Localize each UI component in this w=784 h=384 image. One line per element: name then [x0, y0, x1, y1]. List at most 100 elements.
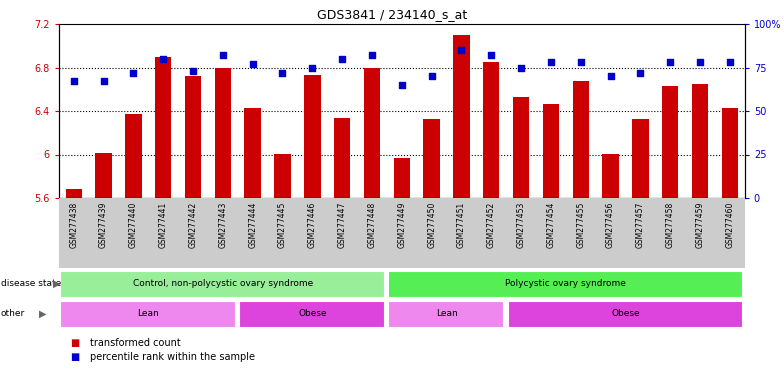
- Bar: [477, 198, 506, 268]
- Text: GSM277452: GSM277452: [487, 202, 495, 248]
- Point: [97, 78, 110, 84]
- Bar: [59, 198, 89, 268]
- Text: Obese: Obese: [612, 309, 640, 318]
- Bar: [215, 68, 231, 198]
- Bar: [334, 118, 350, 198]
- Bar: [155, 56, 172, 198]
- Point: [575, 59, 587, 65]
- Bar: [388, 301, 503, 327]
- Bar: [447, 198, 477, 268]
- Bar: [483, 62, 499, 198]
- Bar: [566, 198, 596, 268]
- Text: GSM277443: GSM277443: [218, 202, 227, 248]
- Point: [216, 52, 229, 58]
- Bar: [543, 104, 559, 198]
- Bar: [125, 114, 142, 198]
- Text: ▶: ▶: [39, 309, 47, 319]
- Bar: [327, 198, 357, 268]
- Text: GSM277450: GSM277450: [427, 202, 436, 248]
- Bar: [89, 198, 118, 268]
- Bar: [357, 198, 387, 268]
- Bar: [148, 198, 178, 268]
- Bar: [626, 198, 655, 268]
- Text: ■: ■: [71, 338, 80, 348]
- Text: GSM277455: GSM277455: [576, 202, 586, 248]
- Bar: [274, 154, 291, 198]
- Bar: [178, 198, 208, 268]
- Point: [426, 73, 438, 79]
- Bar: [267, 198, 297, 268]
- Text: GSM277457: GSM277457: [636, 202, 645, 248]
- Text: Lean: Lean: [137, 309, 159, 318]
- Bar: [60, 271, 384, 296]
- Bar: [655, 198, 685, 268]
- Bar: [691, 84, 708, 198]
- Bar: [506, 198, 536, 268]
- Bar: [536, 198, 566, 268]
- Point: [485, 52, 498, 58]
- Text: ■: ■: [71, 352, 80, 362]
- Bar: [118, 198, 148, 268]
- Point: [634, 70, 647, 76]
- Text: Control, non-polycystic ovary syndrome: Control, non-polycystic ovary syndrome: [132, 279, 313, 288]
- Point: [664, 59, 677, 65]
- Point: [365, 52, 378, 58]
- Text: disease state: disease state: [1, 280, 61, 288]
- Point: [157, 56, 169, 62]
- Bar: [208, 198, 238, 268]
- Point: [515, 65, 528, 71]
- Text: GSM277438: GSM277438: [69, 202, 78, 248]
- Text: GSM277454: GSM277454: [546, 202, 555, 248]
- Text: GSM277442: GSM277442: [188, 202, 198, 248]
- Bar: [596, 198, 626, 268]
- Bar: [715, 198, 745, 268]
- Bar: [185, 76, 201, 198]
- Bar: [602, 154, 619, 198]
- Point: [306, 65, 318, 71]
- Text: GSM277460: GSM277460: [725, 202, 735, 248]
- Text: ▶: ▶: [53, 279, 60, 289]
- Bar: [60, 301, 234, 327]
- Point: [545, 59, 557, 65]
- Bar: [304, 75, 321, 198]
- Text: GDS3841 / 234140_s_at: GDS3841 / 234140_s_at: [317, 8, 467, 21]
- Bar: [388, 271, 742, 296]
- Bar: [96, 154, 112, 198]
- Bar: [453, 35, 470, 198]
- Text: GSM277445: GSM277445: [278, 202, 287, 248]
- Text: GSM277441: GSM277441: [158, 202, 168, 248]
- Point: [246, 61, 259, 67]
- Text: GSM277444: GSM277444: [249, 202, 257, 248]
- Text: GSM277439: GSM277439: [99, 202, 108, 248]
- Text: transformed count: transformed count: [90, 338, 181, 348]
- Bar: [66, 189, 82, 198]
- Bar: [572, 81, 589, 198]
- Text: GSM277440: GSM277440: [129, 202, 138, 248]
- Text: GSM277459: GSM277459: [695, 202, 705, 248]
- Text: GSM277448: GSM277448: [368, 202, 376, 248]
- Bar: [685, 198, 715, 268]
- Bar: [722, 108, 738, 198]
- Point: [336, 56, 348, 62]
- Text: Lean: Lean: [436, 309, 457, 318]
- Bar: [239, 301, 384, 327]
- Bar: [394, 158, 410, 198]
- Text: percentile rank within the sample: percentile rank within the sample: [90, 352, 255, 362]
- Point: [724, 59, 736, 65]
- Bar: [632, 119, 648, 198]
- Point: [127, 70, 140, 76]
- Bar: [364, 68, 380, 198]
- Point: [456, 47, 468, 53]
- Text: GSM277453: GSM277453: [517, 202, 525, 248]
- Point: [395, 82, 408, 88]
- Text: GSM277456: GSM277456: [606, 202, 615, 248]
- Bar: [423, 119, 440, 198]
- Bar: [297, 198, 327, 268]
- Text: other: other: [1, 310, 25, 318]
- Point: [187, 68, 199, 74]
- Point: [694, 59, 706, 65]
- Text: Polycystic ovary syndrome: Polycystic ovary syndrome: [506, 279, 626, 288]
- Point: [276, 70, 289, 76]
- Bar: [245, 108, 261, 198]
- Point: [67, 78, 80, 84]
